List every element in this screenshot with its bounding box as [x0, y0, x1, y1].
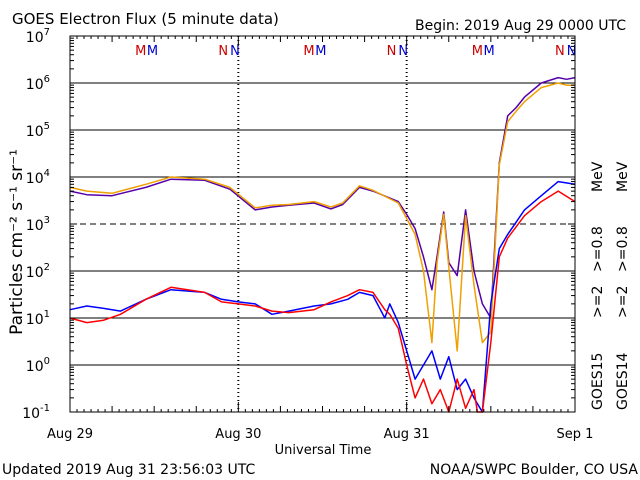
- marker-N: N: [398, 44, 408, 59]
- marker-N: N: [387, 44, 397, 59]
- series-line-0: [69, 76, 576, 319]
- legend-goes14-ge08: >=0.8: [615, 226, 631, 272]
- begin-time: Begin: 2019 Aug 29 0000 UTC: [415, 18, 626, 34]
- y-tick-label: 10-1: [22, 403, 50, 422]
- marker-M: M: [135, 44, 146, 59]
- marker-N: N: [218, 44, 228, 59]
- marker-N: N: [567, 44, 577, 59]
- y-tick-label: 102: [26, 262, 50, 281]
- y-tick-label: 107: [26, 27, 50, 46]
- x-tick-label: Aug 29: [47, 427, 93, 442]
- legend-goes14-label: GOES14: [615, 352, 631, 410]
- legend-unit-2: MeV: [615, 161, 631, 192]
- legend-goes14-ge2: >=2: [615, 286, 631, 318]
- chart-title: GOES Electron Flux (5 minute data): [12, 10, 279, 28]
- x-tick-label: Sep 1: [557, 427, 594, 442]
- series-layer: [69, 76, 576, 413]
- marker-M: M: [484, 44, 495, 59]
- marker-M: M: [315, 44, 326, 59]
- y-tick-label: 101: [26, 309, 50, 328]
- legend: GOES15 GOES14 >=2 >=2 >=0.8 >=0.8 MeV Me…: [590, 161, 631, 410]
- marker-M: M: [303, 44, 314, 59]
- x-axis-label: Universal Time: [275, 443, 372, 458]
- marker-M: M: [472, 44, 483, 59]
- series-line-3: [69, 190, 576, 413]
- legend-unit-1: MeV: [590, 161, 606, 192]
- y-tick-label: 103: [26, 215, 50, 234]
- grid-layer: [70, 36, 575, 412]
- legend-goes15-ge2: >=2: [590, 286, 606, 318]
- updated-time: Updated 2019 Aug 31 23:56:03 UTC: [2, 462, 255, 478]
- legend-goes15-label: GOES15: [590, 353, 606, 410]
- x-tick-label: Aug 31: [384, 427, 430, 442]
- plot-frame: [69, 35, 576, 413]
- legend-goes15-ge08: >=0.8: [590, 226, 606, 272]
- x-tick-label: Aug 30: [215, 427, 261, 442]
- marker-N: N: [230, 44, 240, 59]
- y-tick-label: 106: [26, 74, 50, 93]
- y-tick-label: 104: [26, 168, 50, 187]
- y-tick-label: 105: [26, 121, 50, 140]
- y-tick-label: 100: [26, 356, 50, 375]
- credit-label: NOAA/SWPC Boulder, CO USA: [430, 462, 639, 478]
- y-axis-label: Particles cm⁻² s⁻¹ sr⁻¹: [7, 149, 27, 335]
- marker-N: N: [555, 44, 565, 59]
- series-line-1: [69, 82, 575, 352]
- marker-M: M: [147, 44, 158, 59]
